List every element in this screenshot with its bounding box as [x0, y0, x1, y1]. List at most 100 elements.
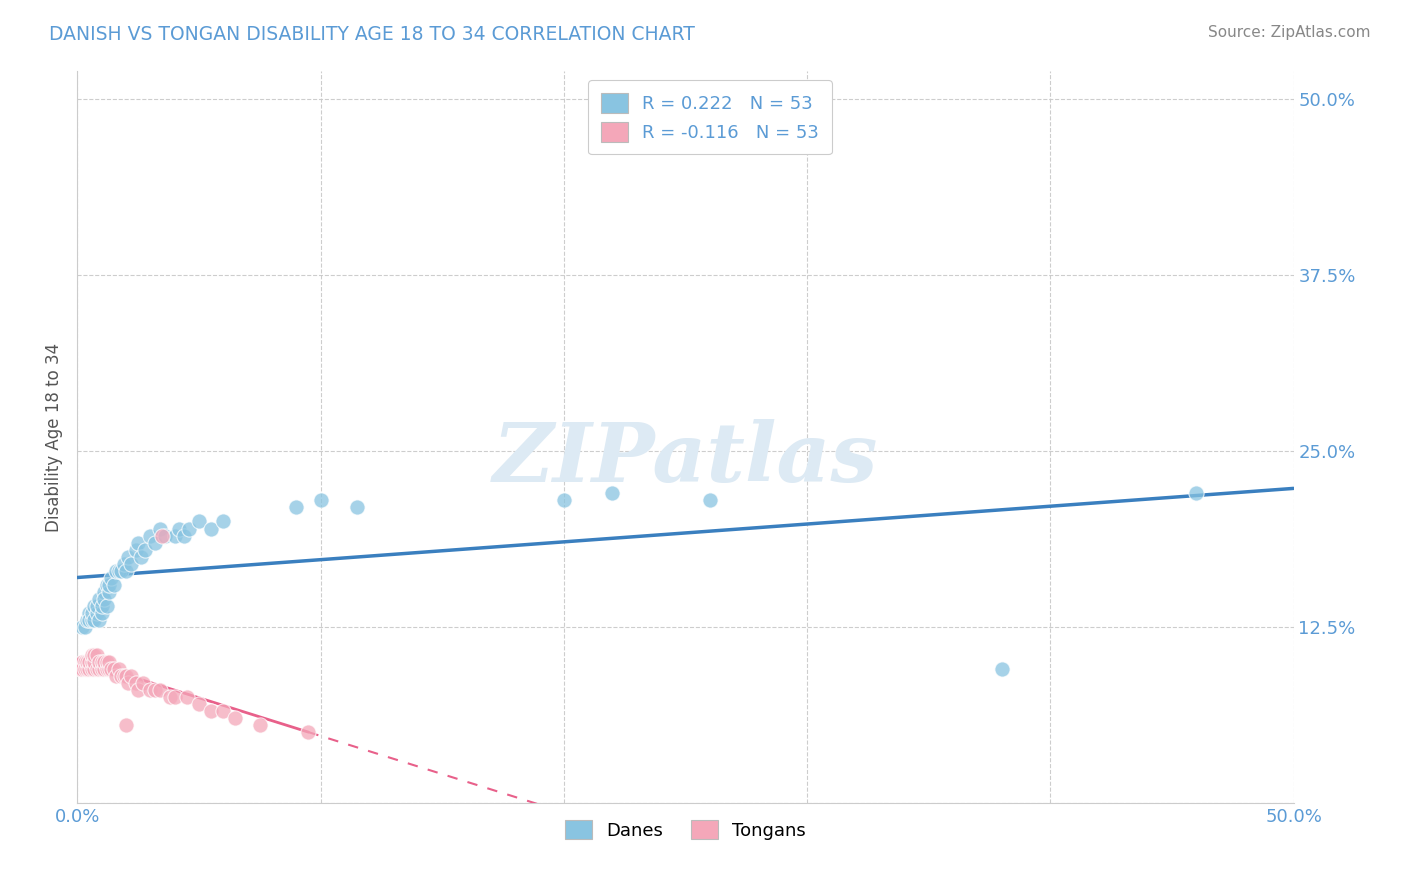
Point: [97, 662, 120, 676]
Point: [69, 662, 91, 676]
Point: [149, 683, 172, 698]
Point: [80, 648, 103, 662]
Point: [70, 662, 93, 676]
Point: [224, 711, 246, 725]
Point: [153, 528, 176, 542]
Point: [76, 613, 98, 627]
Point: [70, 655, 93, 669]
Point: [212, 515, 235, 529]
Point: [93, 662, 115, 676]
Point: [112, 557, 135, 571]
Point: [285, 500, 308, 515]
Point: [112, 669, 135, 683]
Point: [169, 521, 191, 535]
Point: [96, 578, 118, 592]
Point: [212, 705, 235, 719]
Point: [93, 591, 115, 606]
Point: [200, 705, 222, 719]
Text: Source: ZipAtlas.com: Source: ZipAtlas.com: [1208, 25, 1371, 40]
Point: [105, 669, 128, 683]
Point: [89, 662, 111, 676]
Point: [93, 584, 115, 599]
Point: [76, 655, 98, 669]
Point: [89, 591, 111, 606]
Point: [79, 655, 101, 669]
Point: [97, 578, 120, 592]
Point: [73, 662, 96, 676]
Point: [200, 521, 222, 535]
Point: [553, 493, 575, 508]
Point: [129, 549, 152, 564]
Point: [93, 655, 115, 669]
Point: [120, 557, 142, 571]
Point: [73, 655, 96, 669]
Point: [97, 584, 120, 599]
Point: [100, 662, 122, 676]
Point: [89, 655, 111, 669]
Point: [143, 683, 166, 698]
Point: [125, 676, 148, 690]
Point: [297, 725, 319, 739]
Point: [179, 521, 201, 535]
Point: [602, 486, 624, 500]
Point: [79, 662, 101, 676]
Point: [990, 662, 1012, 676]
Point: [115, 564, 138, 578]
Point: [249, 718, 271, 732]
Point: [86, 662, 108, 676]
Point: [143, 535, 166, 549]
Point: [107, 662, 129, 676]
Point: [83, 648, 105, 662]
Point: [125, 542, 148, 557]
Point: [100, 571, 122, 585]
Point: [83, 599, 105, 613]
Point: [152, 528, 174, 542]
Point: [188, 698, 211, 712]
Point: [90, 662, 112, 676]
Point: [80, 613, 103, 627]
Point: [309, 493, 332, 508]
Point: [149, 521, 172, 535]
Point: [90, 606, 112, 620]
Point: [110, 669, 132, 683]
Point: [97, 655, 120, 669]
Point: [70, 620, 93, 634]
Point: [79, 613, 101, 627]
Point: [120, 669, 142, 683]
Point: [117, 676, 139, 690]
Point: [83, 655, 105, 669]
Point: [80, 606, 103, 620]
Point: [105, 564, 128, 578]
Point: [80, 655, 103, 669]
Text: ZIPatlas: ZIPatlas: [492, 419, 879, 499]
Point: [103, 578, 125, 592]
Point: [115, 718, 138, 732]
Point: [117, 549, 139, 564]
Point: [80, 662, 103, 676]
Point: [86, 599, 108, 613]
Point: [115, 669, 138, 683]
Legend: Danes, Tongans: Danes, Tongans: [555, 811, 815, 848]
Point: [132, 676, 155, 690]
Point: [89, 613, 111, 627]
Text: DANISH VS TONGAN DISABILITY AGE 18 TO 34 CORRELATION CHART: DANISH VS TONGAN DISABILITY AGE 18 TO 34…: [49, 25, 695, 44]
Point: [159, 690, 181, 705]
Point: [107, 564, 129, 578]
Point: [139, 683, 162, 698]
Point: [163, 690, 186, 705]
Point: [83, 662, 105, 676]
Point: [79, 606, 101, 620]
Point: [127, 683, 149, 698]
Y-axis label: Disability Age 18 to 34: Disability Age 18 to 34: [45, 343, 63, 532]
Point: [110, 564, 132, 578]
Point: [134, 542, 156, 557]
Point: [96, 655, 118, 669]
Point: [96, 662, 118, 676]
Point: [699, 493, 721, 508]
Point: [86, 606, 108, 620]
Point: [73, 620, 96, 634]
Point: [96, 599, 118, 613]
Point: [188, 515, 211, 529]
Point: [90, 599, 112, 613]
Point: [163, 528, 186, 542]
